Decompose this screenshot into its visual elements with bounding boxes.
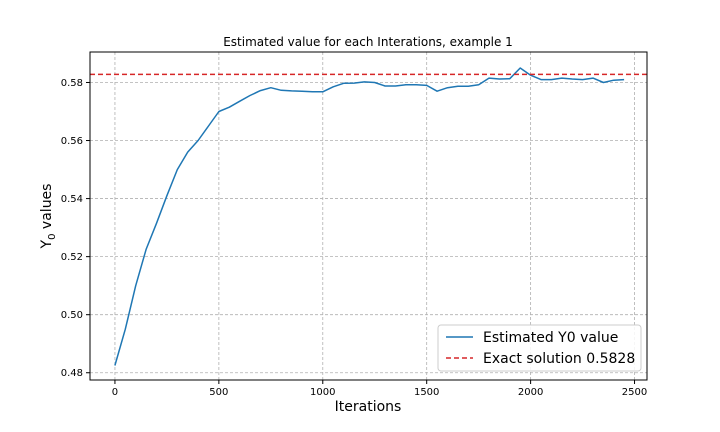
x-tick-label: 1000: [310, 387, 335, 398]
y-axis-label: Y0 values: [39, 184, 58, 250]
y-tick-label: 0.52: [61, 252, 83, 263]
x-tick-label: 2500: [622, 387, 647, 398]
y-tick-label: 0.58: [61, 78, 83, 89]
legend-box: [437, 324, 642, 372]
plot-series: [90, 67, 647, 366]
y-axis-label-main: Y: [39, 239, 55, 249]
x-tick-label: 500: [209, 387, 228, 398]
grid: [90, 52, 647, 380]
x-tick-label: 1500: [414, 387, 439, 398]
legend-label-estimated: Estimated Y0 value: [483, 330, 618, 346]
y-tick-label: 0.48: [61, 368, 83, 379]
y-tick-label: 0.50: [61, 310, 83, 321]
x-tick-label: 0: [112, 387, 118, 398]
legend: Estimated Y0 value Exact solution 0.5828: [437, 324, 642, 372]
y-tick-label: 0.54: [61, 194, 83, 205]
legend-label-exact: Exact solution 0.5828: [483, 351, 635, 367]
y-axis-label-subscript: 0: [47, 234, 58, 240]
y-axis-label-rest: values: [39, 184, 55, 234]
series-line-estimated: [114, 67, 625, 366]
plot-frame: [89, 51, 648, 381]
axis-ticks: 0 500 1000 1500 2000 2500 0.48 0.50 0.52 0.54 0.56…: [61, 78, 648, 398]
y-tick-label: 0.56: [61, 136, 83, 147]
chart-title: Estimated value for each Interations, ex…: [223, 35, 513, 49]
x-tick-label: 2000: [518, 387, 543, 398]
x-axis-label: Iterations: [335, 399, 402, 415]
